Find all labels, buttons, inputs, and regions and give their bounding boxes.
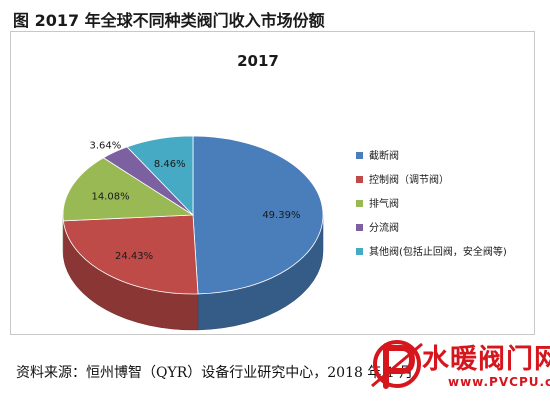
source-note: 资料来源：恒州博智（QYR）设备行业研究中心，2018 年 1 月 <box>16 362 413 382</box>
data-label-2: 24.43% <box>115 251 153 262</box>
watermark-text: 水暖阀门网 <box>422 337 550 376</box>
legend-swatch-1 <box>356 152 363 159</box>
legend-swatch-4 <box>356 224 363 231</box>
watermark: 水暖阀门网 www.PVCPU.com <box>360 334 550 401</box>
legend-swatch-5 <box>356 248 363 255</box>
legend-label-4: 分流阀 <box>369 221 399 234</box>
legend-label-5: 其他阀(包括止回阀，安全阀等) <box>369 245 507 258</box>
watermark-url: www.PVCPU.com <box>448 375 550 389</box>
data-label-5: 8.46% <box>154 159 186 170</box>
legend-swatch-2 <box>356 176 363 183</box>
figure-title: 图 2017 年全球不同种类阀门收入市场份额 <box>13 7 325 31</box>
legend-label-2: 控制阀（调节阀） <box>369 173 449 186</box>
legend-swatch-3 <box>356 200 363 207</box>
legend-label-1: 截断阀 <box>369 149 399 162</box>
data-label-4: 3.64% <box>89 140 121 151</box>
pie-chart: 2017 49.39% 24.43% 14.08% 3.64% 8.46% 截断阀控制阀（调… <box>11 32 534 334</box>
chart-panel: 2017 49.39% 24.43% 14.08% 3.64% 8.46% 截断阀控制阀（调… <box>10 31 535 335</box>
data-label-1: 49.39% <box>262 210 300 221</box>
chart-title: 2017 <box>237 52 279 70</box>
data-label-3: 14.08% <box>91 192 129 203</box>
legend-label-3: 排气阀 <box>369 197 399 210</box>
